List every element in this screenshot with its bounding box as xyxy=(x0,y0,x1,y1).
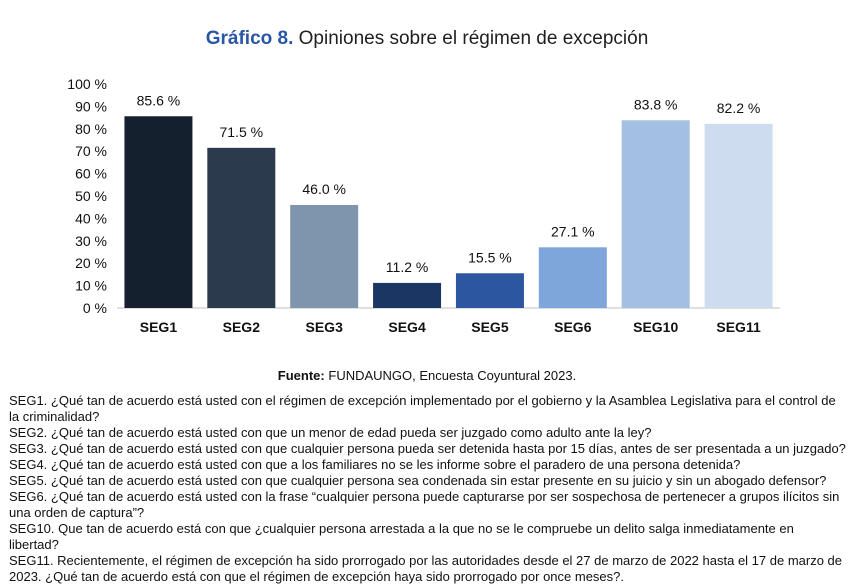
y-tick-label: 100 % xyxy=(67,76,107,92)
data-label: 85.6 % xyxy=(137,92,181,108)
source-note: Fuente: FUNDAUNGO, Encuesta Coyuntural 2… xyxy=(0,368,854,383)
chart-title-prefix: Gráfico 8. xyxy=(205,28,294,49)
y-tick-label: 30 % xyxy=(75,233,107,249)
bar-seg10 xyxy=(621,120,690,309)
x-tick-label: SEG10 xyxy=(633,319,678,335)
y-tick-label: 20 % xyxy=(75,255,107,271)
data-label: 71.5 % xyxy=(220,124,264,140)
y-tick-label: 80 % xyxy=(75,121,107,137)
x-tick-label: SEG2 xyxy=(223,319,261,335)
bar-chart: 0 % 10 % 20 % 30 % 40 % 50 % 60 % 70 % 80 % 90 % 1… xyxy=(67,76,780,335)
bar-seg3 xyxy=(290,204,359,308)
question-note-seg3: SEG3. ¿Qué tan de acuerdo está usted con… xyxy=(9,441,846,456)
y-tick-label: 50 % xyxy=(75,188,107,204)
question-note-seg1: SEG1. ¿Qué tan de acuerdo está usted con… xyxy=(9,393,836,424)
chart-title: Gráfico 8. Opiniones sobre el régimen de… xyxy=(0,28,854,50)
y-tick-label: 10 % xyxy=(75,278,107,294)
bar-seg11 xyxy=(704,123,773,308)
data-label: 83.8 % xyxy=(634,96,678,112)
x-tick-label: SEG1 xyxy=(140,319,178,335)
data-label: 46.0 % xyxy=(302,181,346,197)
question-note-seg6: SEG6. ¿Qué tan de acuerdo está usted con… xyxy=(9,489,840,520)
x-tick-label: SEG11 xyxy=(716,319,761,335)
y-tick-label: 90 % xyxy=(75,98,107,114)
bar-seg5 xyxy=(455,273,524,308)
data-label: 11.2 % xyxy=(386,259,429,275)
x-tick-label: SEG5 xyxy=(471,319,509,335)
question-note-seg2: SEG2. ¿Qué tan de acuerdo está usted con… xyxy=(9,425,652,440)
source-label: Fuente: xyxy=(277,368,325,383)
bar-seg2 xyxy=(207,147,276,308)
x-tick-label: SEG3 xyxy=(306,319,344,335)
chart-title-text: Opiniones sobre el régimen de excepción xyxy=(298,28,649,49)
y-tick-label: 0 % xyxy=(83,300,107,316)
question-notes: SEG1. ¿Qué tan de acuerdo está usted con… xyxy=(9,393,847,585)
question-note-seg10: SEG10. Que tan de acuerdo está con que ¿… xyxy=(9,521,794,552)
source-text: FUNDAUNGO, Encuesta Coyuntural 2023. xyxy=(328,368,577,383)
x-tick-label: SEG4 xyxy=(388,319,426,335)
y-tick-label: 60 % xyxy=(75,166,107,182)
data-label: 27.1 % xyxy=(551,223,595,239)
y-tick-label: 40 % xyxy=(75,210,107,226)
y-tick-label: 70 % xyxy=(75,143,107,159)
question-note-seg4: SEG4. ¿Qué tan de acuerdo está usted con… xyxy=(9,457,741,472)
bar-seg1 xyxy=(124,116,193,308)
data-label: 82.2 % xyxy=(717,100,761,116)
question-note-seg5: SEG5. ¿Qué tan de acuerdo está usted con… xyxy=(9,473,827,488)
bar-seg6 xyxy=(538,247,607,308)
question-note-seg11: SEG11. Recientemente, el régimen de exce… xyxy=(9,553,843,584)
data-label: 15.5 % xyxy=(468,249,512,265)
x-tick-label: SEG6 xyxy=(554,319,592,335)
bar-seg4 xyxy=(373,282,442,308)
